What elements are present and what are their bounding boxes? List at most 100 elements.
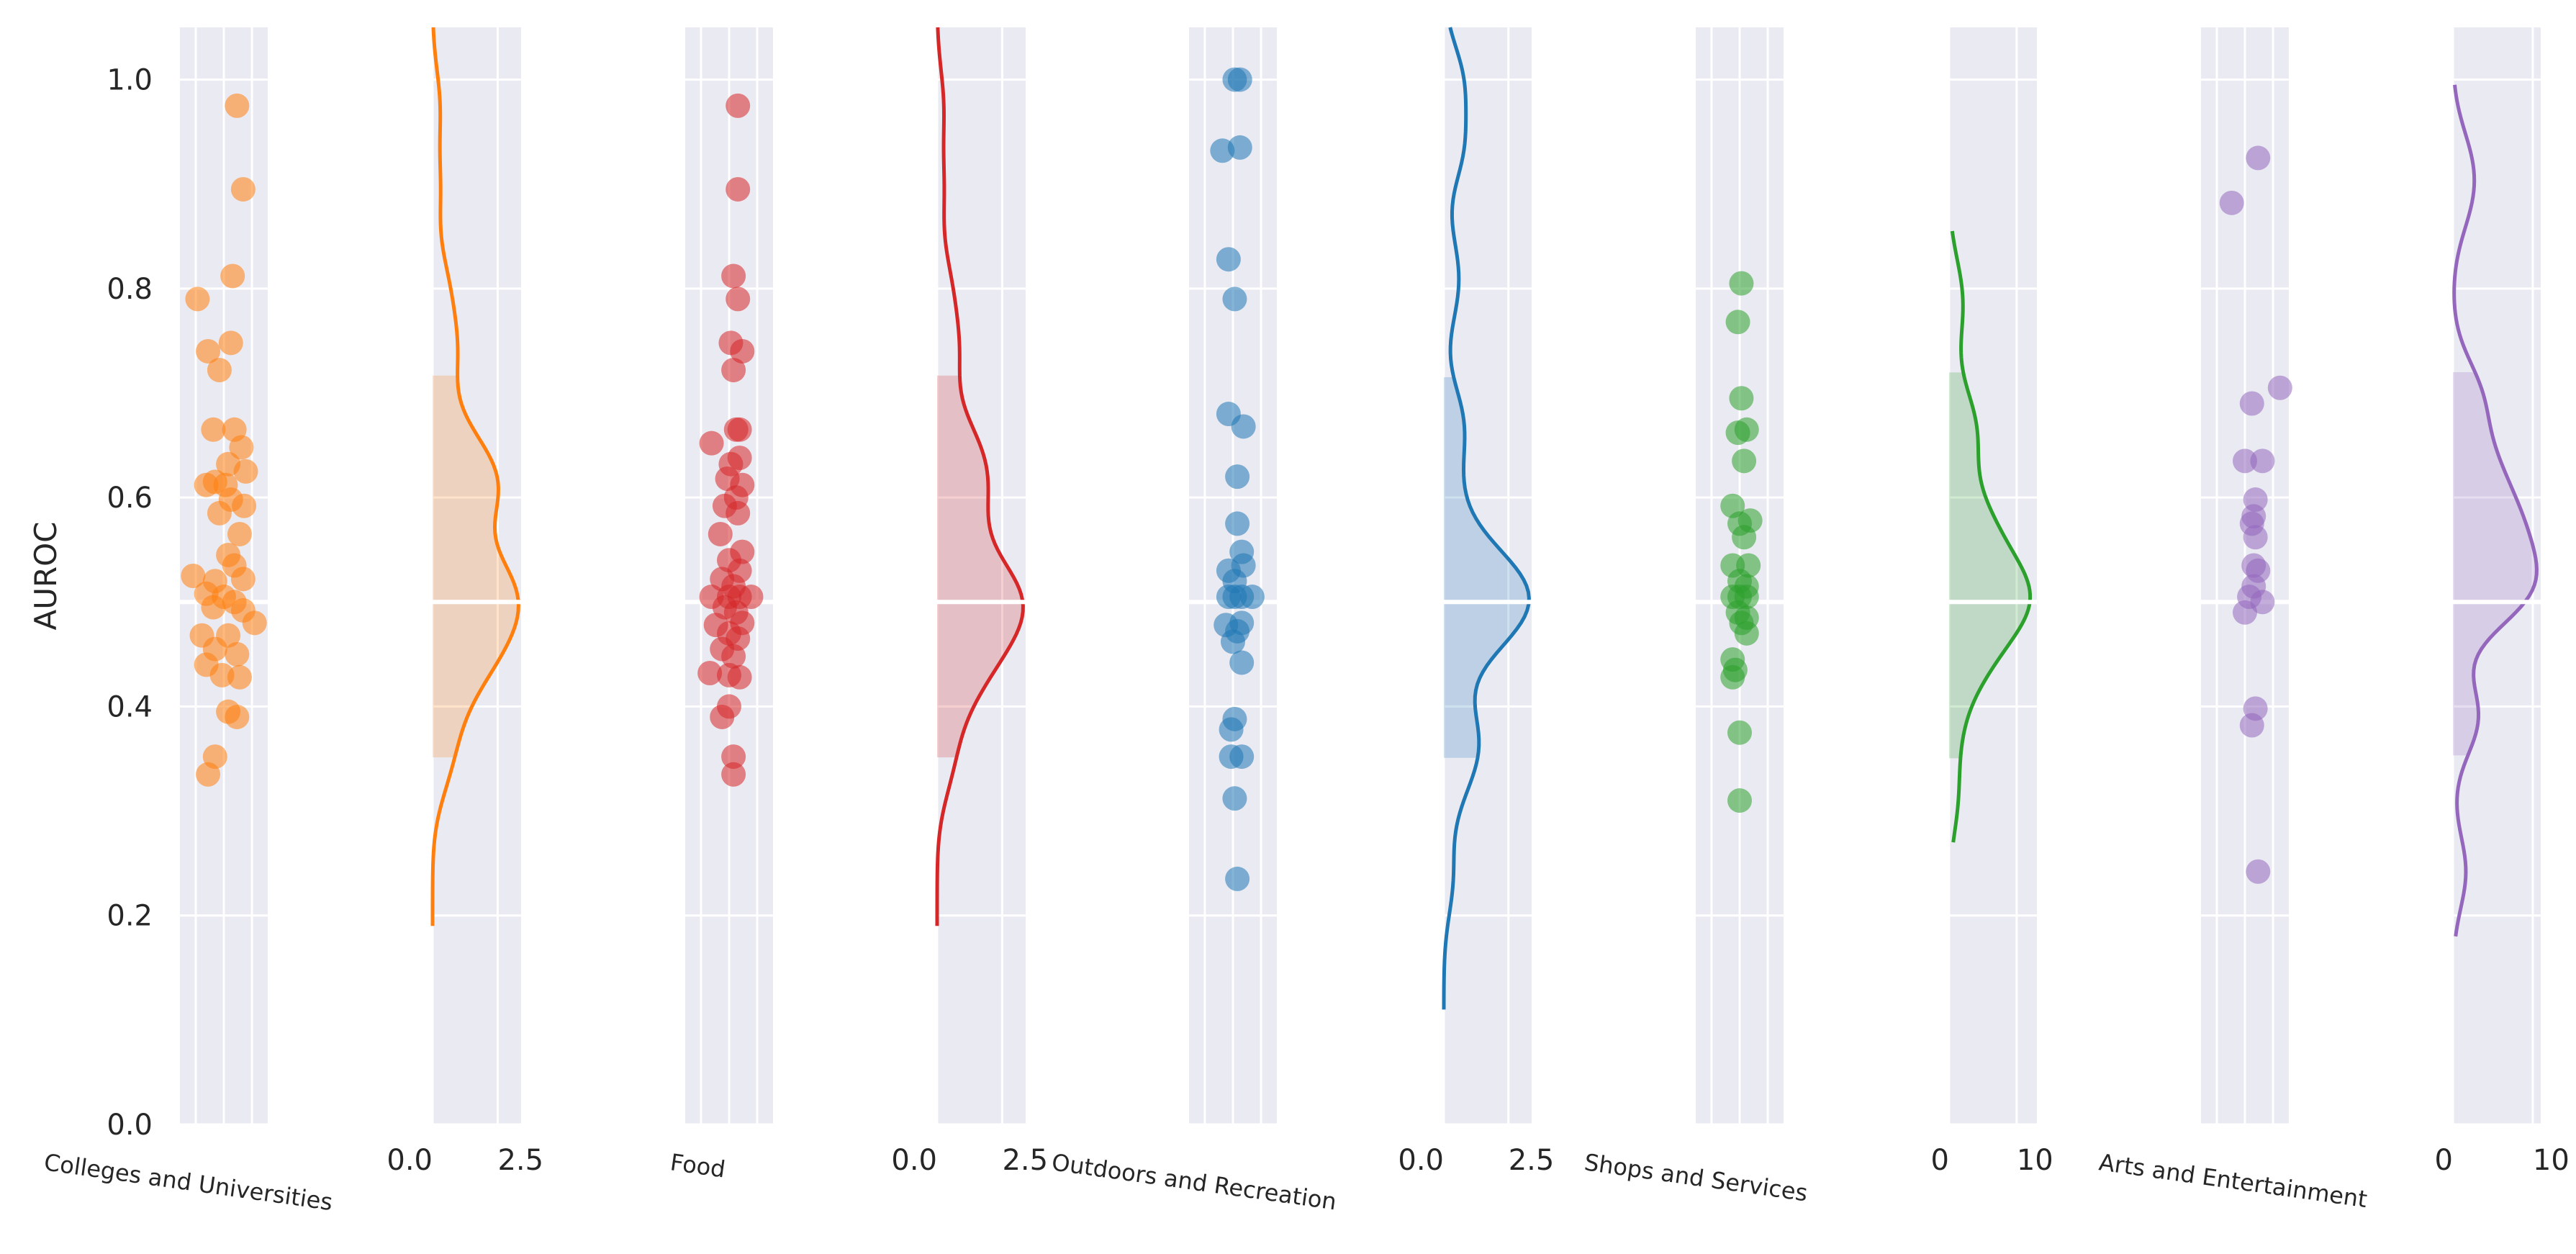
data-point-colleges-and-universities (196, 762, 221, 787)
data-point-shops-and-services (1734, 621, 1759, 646)
data-point-food (721, 644, 746, 669)
data-point-food (726, 93, 751, 118)
data-point-food (699, 430, 724, 456)
data-point-food (697, 660, 723, 685)
data-point-shops-and-services (1725, 420, 1750, 446)
density-tick-label: 2.5 (497, 1144, 543, 1177)
data-point-colleges-and-universities (185, 287, 210, 312)
data-point-shops-and-services (1727, 788, 1752, 813)
data-point-arts-and-entertainment (2239, 391, 2264, 416)
data-point-colleges-and-universities (201, 417, 226, 442)
density-panel-background (1444, 27, 1532, 1124)
data-point-food (721, 744, 746, 770)
data-point-arts-and-entertainment (2267, 375, 2292, 400)
data-point-outdoors-and-recreation (1225, 511, 1250, 536)
data-point-arts-and-entertainment (2233, 448, 2257, 474)
data-point-food (726, 500, 751, 525)
data-point-food (708, 521, 733, 546)
data-point-shops-and-services (1732, 448, 1757, 474)
data-point-shops-and-services (1732, 525, 1757, 550)
data-point-outdoors-and-recreation (1219, 717, 1244, 742)
category-label: Shops and Services (1583, 1148, 1809, 1206)
data-point-colleges-and-universities (225, 641, 250, 667)
y-tick-label: 0.0 (107, 1109, 153, 1142)
data-point-food (723, 417, 749, 442)
y-tick-label: 0.6 (107, 482, 153, 515)
data-point-colleges-and-universities (207, 358, 232, 383)
data-point-colleges-and-universities (229, 435, 254, 460)
category-label: Arts and Entertainment (2097, 1148, 2369, 1213)
density-fill-shops-and-services (1949, 372, 2030, 759)
category-label: Colleges and Universities (42, 1148, 335, 1216)
data-point-colleges-and-universities (230, 567, 256, 592)
data-point-outdoors-and-recreation (1221, 629, 1245, 654)
data-point-shops-and-services (1720, 664, 1745, 690)
density-tick-label: 10 (2017, 1144, 2053, 1177)
data-point-outdoors-and-recreation (1216, 247, 1241, 272)
data-point-outdoors-and-recreation (1229, 650, 1255, 675)
data-point-outdoors-and-recreation (1222, 287, 1247, 312)
data-point-outdoors-and-recreation (1231, 414, 1256, 439)
data-point-arts-and-entertainment (2243, 525, 2268, 550)
data-point-arts-and-entertainment (2246, 859, 2271, 884)
y-tick-label: 0.8 (107, 273, 153, 306)
density-tick-label: 0.0 (891, 1144, 937, 1177)
density-curve-food (935, 27, 1025, 926)
data-point-outdoors-and-recreation (1225, 866, 1250, 891)
data-point-colleges-and-universities (194, 472, 219, 497)
density-panel-background (2453, 27, 2541, 1124)
data-point-arts-and-entertainment (2250, 448, 2275, 474)
data-point-outdoors-and-recreation (1222, 786, 1247, 811)
data-point-arts-and-entertainment (2246, 145, 2271, 171)
density-curve-colleges-and-universities (430, 27, 520, 926)
y-tick-label: 0.2 (107, 900, 153, 933)
data-point-colleges-and-universities (232, 493, 257, 518)
y-axis-title: AUROC (28, 521, 63, 630)
data-point-colleges-and-universities (181, 564, 206, 588)
data-point-colleges-and-universities (207, 500, 232, 525)
density-tick-label: 10 (2533, 1144, 2570, 1177)
category-label: Outdoors and Recreation (1050, 1148, 1338, 1215)
data-point-arts-and-entertainment (2219, 190, 2244, 215)
data-point-colleges-and-universities (230, 176, 256, 202)
density-fill-outdoors-and-recreation (1444, 377, 1529, 758)
density-curve-outdoors-and-recreation (1442, 27, 1531, 1010)
data-point-food (721, 358, 746, 383)
data-point-colleges-and-universities (227, 521, 252, 546)
density-tick-label: 0.0 (1398, 1144, 1444, 1177)
data-point-colleges-and-universities (233, 459, 258, 484)
data-point-colleges-and-universities (227, 664, 252, 690)
data-point-shops-and-services (1729, 271, 1754, 296)
data-point-shops-and-services (1729, 386, 1754, 411)
category-label: Food (669, 1148, 727, 1183)
y-tick-label: 1.0 (107, 64, 153, 97)
data-point-colleges-and-universities (196, 338, 221, 364)
data-point-colleges-and-universities (220, 263, 245, 289)
density-curve-arts-and-entertainment (2452, 84, 2539, 937)
density-tick-label: 2.5 (1509, 1144, 1555, 1177)
data-point-colleges-and-universities (225, 93, 250, 118)
density-panel-background (433, 27, 521, 1124)
data-point-colleges-and-universities (225, 704, 250, 729)
data-point-outdoors-and-recreation (1227, 135, 1252, 160)
data-point-food (726, 176, 751, 202)
data-point-colleges-and-universities (218, 330, 243, 356)
density-tick-label: 0.0 (387, 1144, 433, 1177)
density-fill-arts-and-entertainment (2453, 372, 2537, 756)
data-point-outdoors-and-recreation (1229, 610, 1255, 636)
density-tick-label: 0 (2435, 1144, 2453, 1177)
data-point-outdoors-and-recreation (1229, 744, 1255, 770)
density-curve-shops-and-services (1950, 230, 2033, 843)
data-point-food (738, 585, 764, 610)
density-tick-label: 0 (1931, 1144, 1949, 1177)
data-point-arts-and-entertainment (2233, 600, 2257, 625)
data-point-outdoors-and-recreation (1227, 67, 1252, 92)
data-point-food (721, 762, 746, 787)
density-tick-label: 2.5 (1002, 1144, 1048, 1177)
y-tick-label: 0.4 (107, 690, 153, 723)
data-point-food (730, 338, 755, 364)
density-fill-food (937, 375, 1023, 758)
data-point-outdoors-and-recreation (1239, 585, 1265, 610)
